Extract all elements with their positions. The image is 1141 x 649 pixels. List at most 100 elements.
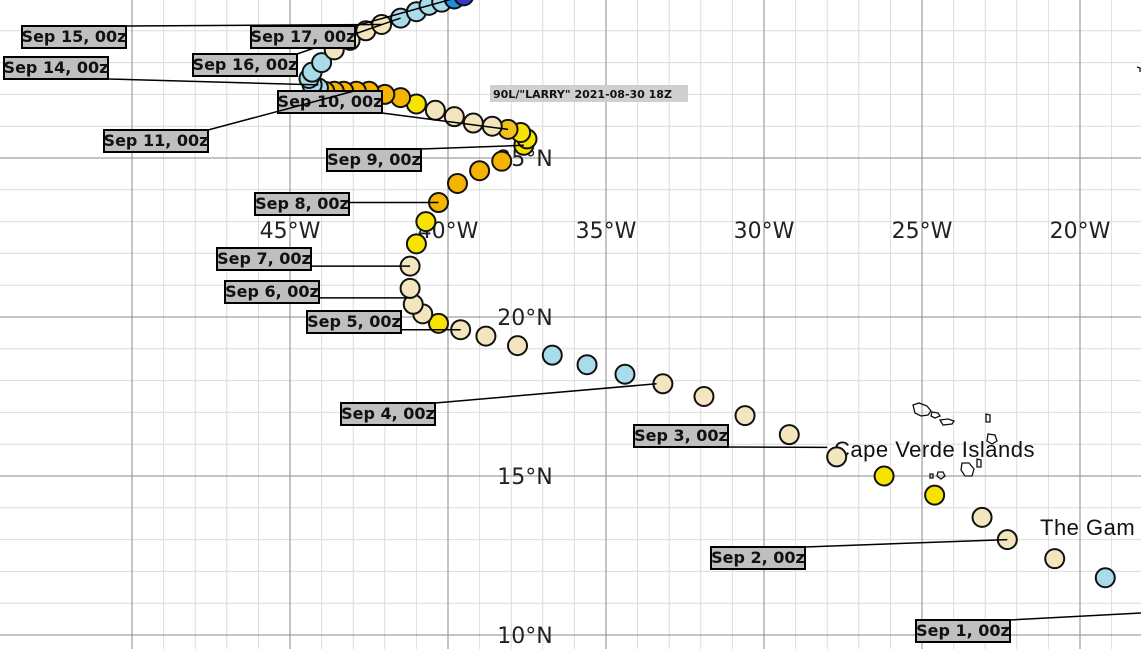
- date-label-box: [254, 192, 350, 216]
- track-point: [424, 99, 446, 121]
- date-label-box: [340, 402, 436, 426]
- track-point: [576, 354, 598, 376]
- date-label-text: Sep 7, 00z: [217, 249, 311, 268]
- date-label-box: [633, 424, 729, 448]
- track-point: [873, 465, 895, 487]
- longitude-label: 45°W: [260, 219, 321, 244]
- boa-vista-island: [986, 433, 998, 445]
- date-label: Sep 3, 00z: [633, 424, 828, 449]
- maio-island: [976, 458, 982, 468]
- santiago-island: [960, 462, 975, 477]
- track-point: [734, 405, 756, 427]
- track-point: [399, 277, 421, 299]
- place-names: Cape Verde Islands The Gam: [834, 437, 1135, 540]
- sal-island: [985, 413, 991, 423]
- track-point: [778, 424, 800, 446]
- date-label-leader: [107, 78, 319, 86]
- track-point: [491, 150, 513, 172]
- date-label-box: [216, 247, 312, 271]
- date-label: Sep 7, 00z: [216, 247, 411, 271]
- date-label-text: Sep 10, 00z: [278, 92, 383, 111]
- longitude-label: 35°W: [576, 219, 637, 244]
- track-point: [541, 344, 563, 366]
- date-label-box: [915, 619, 1011, 643]
- map-title: 90L/"LARRY" 2021-08-30 18Z: [490, 85, 688, 102]
- track-point: [462, 112, 484, 134]
- brava-island: [929, 473, 934, 479]
- date-label-leader: [420, 144, 524, 150]
- track-point: [507, 335, 529, 357]
- date-label-text: Sep 9, 00z: [327, 150, 421, 169]
- track-point: [415, 211, 437, 233]
- date-label-text: Sep 14, 00z: [4, 58, 109, 77]
- fogo-island: [936, 471, 946, 480]
- date-label-box: [224, 280, 320, 304]
- track-point: [924, 484, 946, 506]
- date-label-text: Sep 3, 00z: [634, 426, 728, 445]
- longitude-label: 25°W: [892, 219, 953, 244]
- date-label-text: Sep 11, 00z: [104, 131, 209, 150]
- sao-vicente-island: [930, 411, 941, 419]
- date-label: Sep 8, 00z: [254, 192, 439, 216]
- santo-antao-island: [912, 402, 932, 417]
- track-point: [693, 386, 715, 407]
- place-label-gambia: The Gam: [1040, 515, 1135, 540]
- track-point: [446, 172, 468, 194]
- track-point: [614, 363, 636, 385]
- date-label-text: Sep 17, 00z: [251, 27, 356, 46]
- date-label-text: Sep 8, 00z: [255, 194, 349, 213]
- date-label-leader: [1009, 612, 1141, 621]
- date-label-box: [3, 56, 109, 80]
- latitude-label: 20°N: [497, 306, 552, 331]
- date-label-text: Sep 16, 00z: [193, 55, 298, 74]
- track-point: [475, 325, 497, 347]
- latitude-label: 10°N: [497, 624, 552, 649]
- track-point: [971, 506, 993, 528]
- date-label: Sep 4, 00z: [340, 383, 657, 426]
- date-label: Sep 14, 00z: [3, 56, 319, 86]
- date-label-leader: [804, 538, 1008, 548]
- date-label: Sep 16, 00z: [192, 17, 401, 77]
- date-label-text: Sep 15, 00z: [22, 27, 127, 46]
- date-label-box: [21, 25, 127, 49]
- map-title-background: [490, 85, 688, 102]
- track-point: [454, 0, 474, 7]
- date-label-leader: [434, 383, 657, 404]
- track-point: [469, 160, 491, 182]
- date-label: Sep 6, 00z: [224, 280, 414, 304]
- date-label: Sep 2, 00z: [710, 538, 1008, 570]
- right-edge-coast: [1136, 66, 1141, 72]
- track-point: [826, 446, 848, 468]
- map-title-text: 90L/"LARRY" 2021-08-30 18Z: [493, 88, 672, 101]
- date-label-text: Sep 6, 00z: [225, 282, 319, 301]
- date-label: Sep 17, 00z: [250, 0, 452, 49]
- date-label-box: [306, 310, 402, 334]
- sao-nicolau-island: [938, 418, 956, 426]
- date-label-box: [277, 90, 383, 114]
- date-label-box: [192, 53, 298, 77]
- place-label-cape-verde: Cape Verde Islands: [834, 437, 1035, 462]
- cape-verde-coastlines: [912, 66, 1141, 480]
- date-label-box: [326, 148, 422, 172]
- track-point: [405, 233, 427, 255]
- track-point: [428, 312, 450, 334]
- latitude-label: 15°N: [497, 465, 552, 490]
- track-point: [1094, 567, 1116, 589]
- track-point: [311, 52, 333, 74]
- date-label-text: Sep 5, 00z: [307, 312, 401, 331]
- date-label-leader: [354, 0, 452, 27]
- date-label: Sep 1, 00z: [915, 612, 1141, 643]
- date-label-box: [103, 129, 209, 153]
- date-label-text: Sep 1, 00z: [916, 621, 1010, 640]
- date-label: Sep 9, 00z: [326, 144, 524, 172]
- date-label: Sep 10, 00z: [277, 90, 509, 131]
- date-label-text: Sep 4, 00z: [341, 404, 435, 423]
- date-label: Sep 11, 00z: [103, 90, 354, 153]
- longitude-label: 30°W: [734, 219, 795, 244]
- track-point: [1044, 548, 1066, 570]
- date-label-leader: [207, 90, 354, 131]
